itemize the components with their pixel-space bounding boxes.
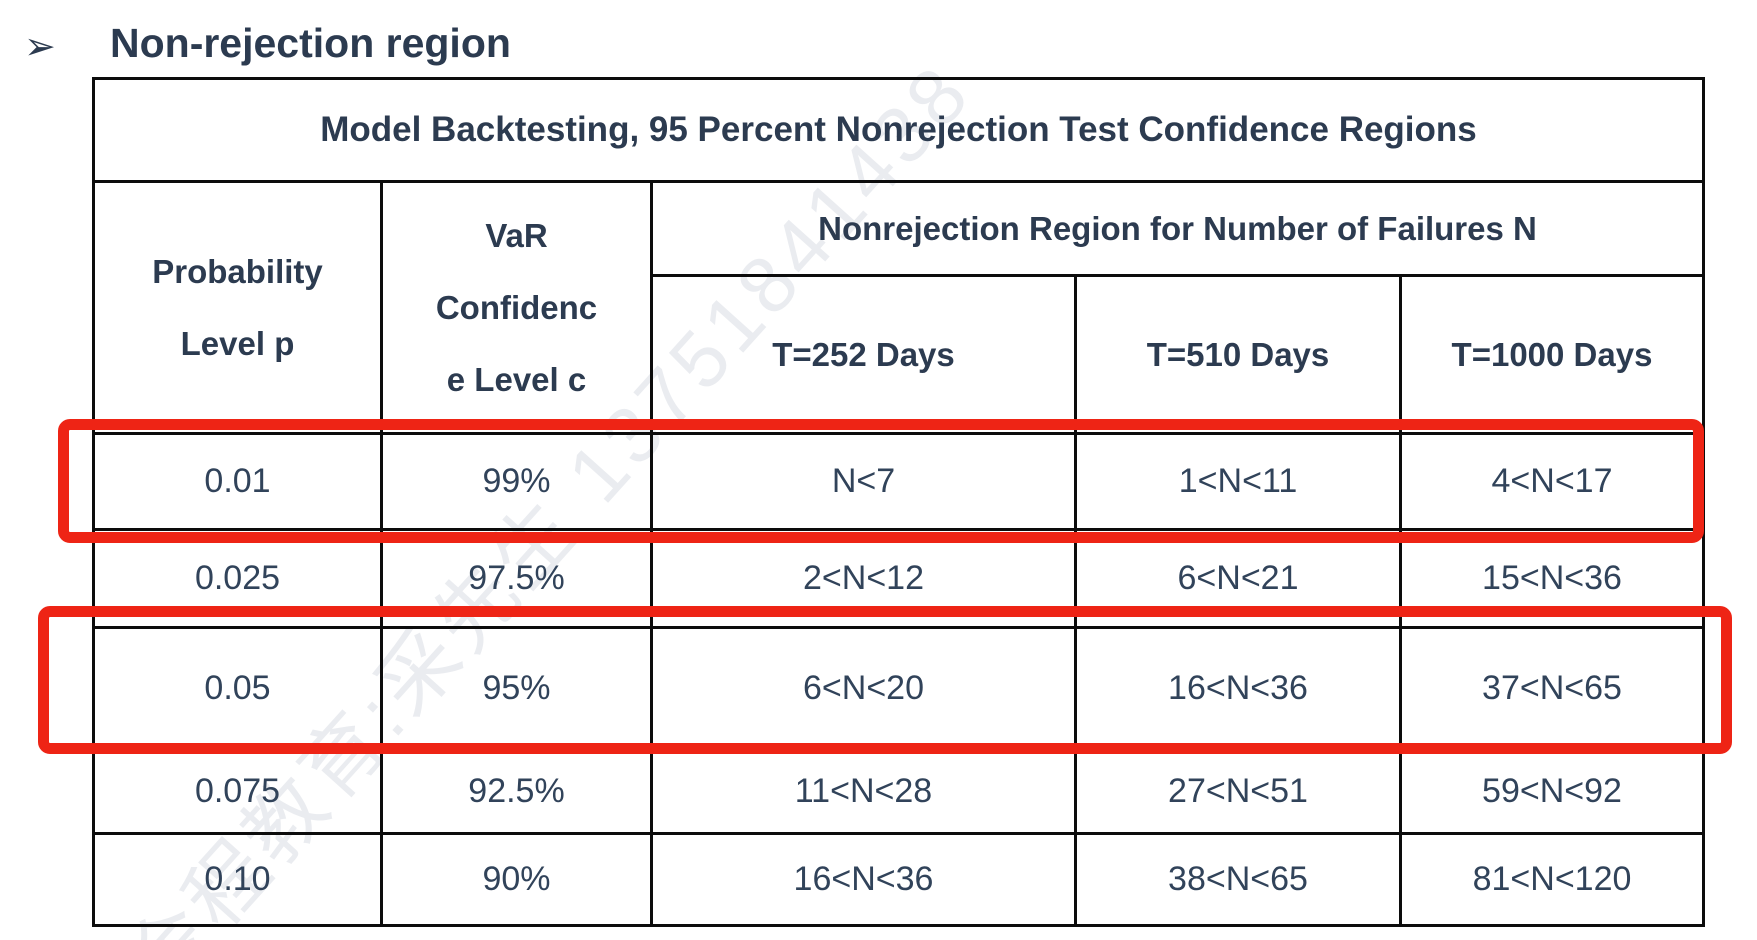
- cell-row5-t510: 38<N<65: [1077, 835, 1402, 927]
- column-header-probability-line2: Level p: [180, 324, 295, 362]
- table-title: Model Backtesting, 95 Percent Nonrejecti…: [95, 80, 1705, 183]
- column-header-t510: T=510 Days: [1077, 277, 1402, 435]
- column-header-probability-line1: Probability: [152, 252, 323, 290]
- cell-row5-probability: 0.10: [95, 835, 383, 927]
- cell-row3-t510: 16<N<36: [1077, 629, 1402, 751]
- cell-row5-t252: 16<N<36: [653, 835, 1077, 927]
- backtesting-table: Model Backtesting, 95 Percent Nonrejecti…: [92, 77, 1705, 927]
- cell-row1-t1000: 4<N<17: [1402, 435, 1705, 531]
- cell-row3-confidence: 95%: [383, 629, 653, 751]
- cell-row1-confidence: 99%: [383, 435, 653, 531]
- column-header-var-confidence-level: VaR Confidenc e Level c: [383, 183, 653, 435]
- cell-row3-t1000: 37<N<65: [1402, 629, 1705, 751]
- cell-row3-probability: 0.05: [95, 629, 383, 751]
- cell-row5-t1000: 81<N<120: [1402, 835, 1705, 927]
- cell-row1-probability: 0.01: [95, 435, 383, 531]
- group-header-nonrejection-region: Nonrejection Region for Number of Failur…: [653, 183, 1705, 277]
- cell-row4-t510: 27<N<51: [1077, 751, 1402, 835]
- cell-row4-confidence: 92.5%: [383, 751, 653, 835]
- cell-row1-t252: N<7: [653, 435, 1077, 531]
- cell-row1-t510: 1<N<11: [1077, 435, 1402, 531]
- cell-row2-probability: 0.025: [95, 531, 383, 629]
- cell-row4-probability: 0.075: [95, 751, 383, 835]
- column-header-t1000: T=1000 Days: [1402, 277, 1705, 435]
- cell-row5-confidence: 90%: [383, 835, 653, 927]
- cell-row2-t1000: 15<N<36: [1402, 531, 1705, 629]
- cell-row4-t1000: 59<N<92: [1402, 751, 1705, 835]
- column-header-var-line1: VaR: [485, 216, 548, 254]
- cell-row2-t252: 2<N<12: [653, 531, 1077, 629]
- cell-row3-t252: 6<N<20: [653, 629, 1077, 751]
- column-header-probability-level: Probability Level p: [95, 183, 383, 435]
- page-title: Non-rejection region: [110, 20, 511, 66]
- cell-row4-t252: 11<N<28: [653, 751, 1077, 835]
- cell-row2-confidence: 97.5%: [383, 531, 653, 629]
- arrow-bullet-icon: ➢: [24, 26, 56, 68]
- column-header-var-line3: e Level c: [446, 360, 587, 398]
- column-header-var-line2: Confidenc: [435, 288, 598, 326]
- cell-row2-t510: 6<N<21: [1077, 531, 1402, 629]
- column-header-t252: T=252 Days: [653, 277, 1077, 435]
